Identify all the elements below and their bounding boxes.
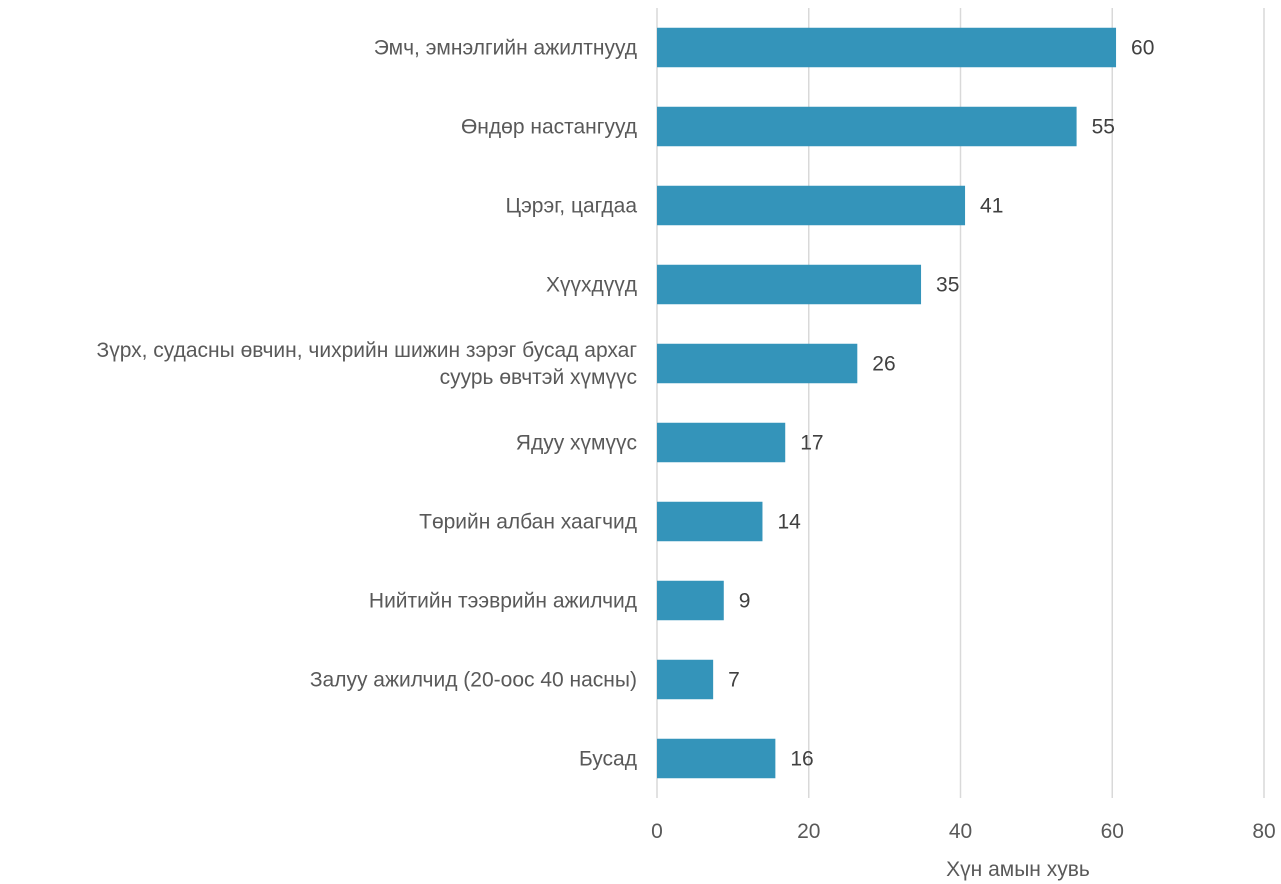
data-label-0: 60 xyxy=(1131,37,1154,60)
data-label-2: 41 xyxy=(980,195,1003,218)
data-label-3: 35 xyxy=(936,274,959,297)
category-label-7: Нийтийн тээврийн ажилчид xyxy=(369,590,637,613)
bar-9 xyxy=(657,738,776,779)
data-label-7: 9 xyxy=(739,590,751,613)
bar-7 xyxy=(657,580,724,621)
category-label-0: Эмч, эмнэлгийн ажилтнууд xyxy=(374,37,637,60)
x-tick-label-0: 0 xyxy=(651,820,663,843)
category-label-8: Залуу ажилчид (20-оос 40 насны) xyxy=(310,669,637,692)
x-tick-label-2: 40 xyxy=(949,820,972,843)
category-label-4: Зүрх, судасны өвчин, чихрийн шижин зэрэг… xyxy=(97,339,638,389)
data-labels: 60 55 41 35 26 17 14 9 7 16 xyxy=(728,37,1154,771)
bars xyxy=(657,27,1117,779)
category-label-6: Төрийн албан хаагчид xyxy=(419,511,637,534)
bar-2 xyxy=(657,185,966,226)
x-tick-label-4: 80 xyxy=(1252,820,1275,843)
bar-3 xyxy=(657,264,922,305)
bar-5 xyxy=(657,422,786,463)
data-label-4: 26 xyxy=(872,353,895,376)
x-tick-label-1: 20 xyxy=(797,820,820,843)
data-label-1: 55 xyxy=(1092,116,1115,139)
bar-4 xyxy=(657,343,858,384)
category-label-2: Цэрэг, цагдаа xyxy=(506,195,638,218)
bar-8 xyxy=(657,659,714,700)
bar-1 xyxy=(657,106,1077,147)
category-label-3: Хүүхдүүд xyxy=(546,274,637,297)
category-label-1: Өндөр настангууд xyxy=(461,116,637,139)
x-tick-label-3: 60 xyxy=(1101,820,1124,843)
category-label-9: Бусад xyxy=(579,748,637,771)
data-label-9: 16 xyxy=(790,748,813,771)
x-tick-labels: 0 20 40 60 80 xyxy=(651,820,1276,843)
data-label-6: 14 xyxy=(777,511,801,534)
data-label-8: 7 xyxy=(728,669,740,692)
category-label-5: Ядуу хүмүүс xyxy=(516,432,637,455)
x-axis-title: Хүн амын хувь xyxy=(946,858,1090,881)
category-labels: Эмч, эмнэлгийн ажилтнууд Өндөр настангууд… xyxy=(97,37,638,771)
bar-6 xyxy=(657,501,763,542)
bar-0 xyxy=(657,27,1117,68)
data-label-5: 17 xyxy=(800,432,823,455)
